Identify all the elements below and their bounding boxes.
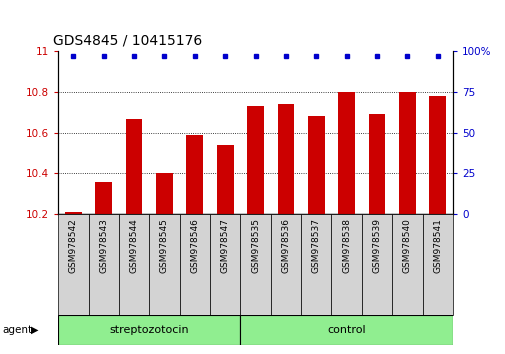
- Text: GSM978538: GSM978538: [341, 218, 350, 273]
- Bar: [240, 214, 270, 315]
- Text: GSM978536: GSM978536: [281, 218, 290, 273]
- Text: GSM978545: GSM978545: [160, 218, 169, 273]
- Bar: [247, 106, 264, 214]
- Text: GSM978544: GSM978544: [129, 218, 138, 273]
- Bar: [307, 116, 324, 214]
- Bar: [391, 214, 422, 315]
- Text: GSM978547: GSM978547: [220, 218, 229, 273]
- Bar: [398, 92, 415, 214]
- Text: GSM978546: GSM978546: [190, 218, 199, 273]
- Text: GSM978543: GSM978543: [99, 218, 108, 273]
- Bar: [331, 214, 361, 315]
- Text: GSM978535: GSM978535: [250, 218, 260, 273]
- Text: GSM978537: GSM978537: [311, 218, 320, 273]
- Text: GDS4845 / 10415176: GDS4845 / 10415176: [53, 34, 202, 48]
- Bar: [277, 104, 294, 214]
- Text: agent: agent: [3, 325, 33, 335]
- Text: control: control: [327, 325, 365, 335]
- Bar: [422, 214, 452, 315]
- Bar: [361, 214, 391, 315]
- Bar: [119, 214, 149, 315]
- Text: GSM978539: GSM978539: [372, 218, 381, 273]
- Bar: [65, 212, 82, 214]
- Text: GSM978540: GSM978540: [402, 218, 411, 273]
- Bar: [240, 315, 452, 345]
- Bar: [156, 173, 173, 214]
- Bar: [368, 114, 385, 214]
- Text: ▶: ▶: [31, 325, 39, 335]
- Bar: [210, 214, 240, 315]
- Bar: [95, 182, 112, 214]
- Bar: [270, 214, 300, 315]
- Bar: [88, 214, 119, 315]
- Text: GSM978541: GSM978541: [432, 218, 441, 273]
- Bar: [58, 214, 88, 315]
- Bar: [337, 92, 355, 214]
- Bar: [149, 214, 179, 315]
- Text: streptozotocin: streptozotocin: [109, 325, 189, 335]
- Bar: [179, 214, 210, 315]
- Bar: [429, 96, 445, 214]
- Bar: [217, 145, 233, 214]
- Text: GSM978542: GSM978542: [69, 218, 78, 273]
- Bar: [300, 214, 331, 315]
- Bar: [126, 119, 142, 214]
- Bar: [58, 315, 240, 345]
- Bar: [186, 135, 203, 214]
